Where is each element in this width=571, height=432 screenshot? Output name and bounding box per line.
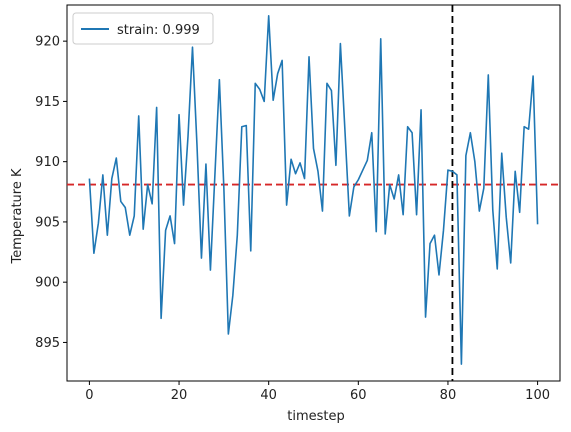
legend-box	[72, 12, 214, 45]
y-tick-label: 920	[35, 35, 60, 50]
x-tick-label: 100	[525, 388, 550, 403]
y-tick-label: 915	[35, 95, 60, 110]
x-tick-label: 60	[350, 388, 367, 403]
x-tick-label: 0	[85, 388, 93, 403]
x-tick-label: 20	[171, 388, 188, 403]
ticks-layer: 0 20 40 60 80 100 895 900 905 910 915 920	[35, 35, 550, 403]
axes-frame	[66, 4, 561, 382]
axes-spines	[66, 4, 561, 382]
y-tick-label: 905	[35, 215, 60, 230]
y-tick-label: 895	[35, 336, 60, 351]
y-tick-label: 910	[35, 155, 60, 170]
y-axis-label: Temperature K	[10, 168, 25, 264]
x-tick-label: 40	[260, 388, 277, 403]
x-tick-label: 80	[440, 388, 457, 403]
reference-lines	[67, 5, 560, 381]
legend-label: strain: 0.999	[117, 23, 200, 38]
y-tick-label: 900	[35, 276, 60, 291]
x-axis-label: timestep	[287, 409, 345, 424]
legend: strain: 0.999	[72, 12, 214, 45]
series-layer	[88, 15, 539, 365]
